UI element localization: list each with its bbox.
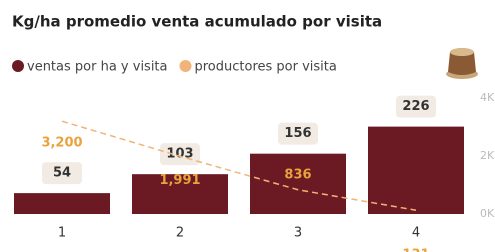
legend-label: productores por visita	[195, 60, 337, 75]
chart: Kg/ha promedio venta acumulado por visit…	[0, 0, 495, 252]
y2-tick-label: 0K	[480, 207, 495, 220]
data-label: 54	[53, 166, 71, 181]
x-tick-label: 1	[58, 226, 66, 241]
bar	[368, 127, 464, 214]
chart-title: Kg/ha promedio venta acumulado por visit…	[12, 13, 382, 31]
bar	[250, 154, 346, 214]
data-label: 226	[402, 99, 429, 114]
y2-tick-label: 4K	[480, 91, 495, 104]
bar	[14, 193, 110, 214]
data-label: 3,200	[41, 136, 82, 151]
x-tick-label: 2	[176, 226, 184, 241]
page: {"chart_data": {"type": "combo", "title"…	[0, 0, 495, 252]
y2-tick-label: 2K	[480, 149, 495, 162]
data-label: 131	[402, 248, 429, 252]
x-tick-label: 4	[412, 226, 420, 241]
legend-label: ventas por ha y visita	[27, 60, 168, 75]
x-tick-label: 3	[294, 226, 302, 241]
icon	[446, 48, 478, 79]
legend-marker	[180, 60, 192, 72]
data-label: 836	[284, 167, 311, 182]
legend-marker	[12, 60, 24, 72]
data-label: 1,991	[159, 173, 200, 188]
data-label: 156	[284, 126, 311, 141]
line	[62, 121, 416, 210]
